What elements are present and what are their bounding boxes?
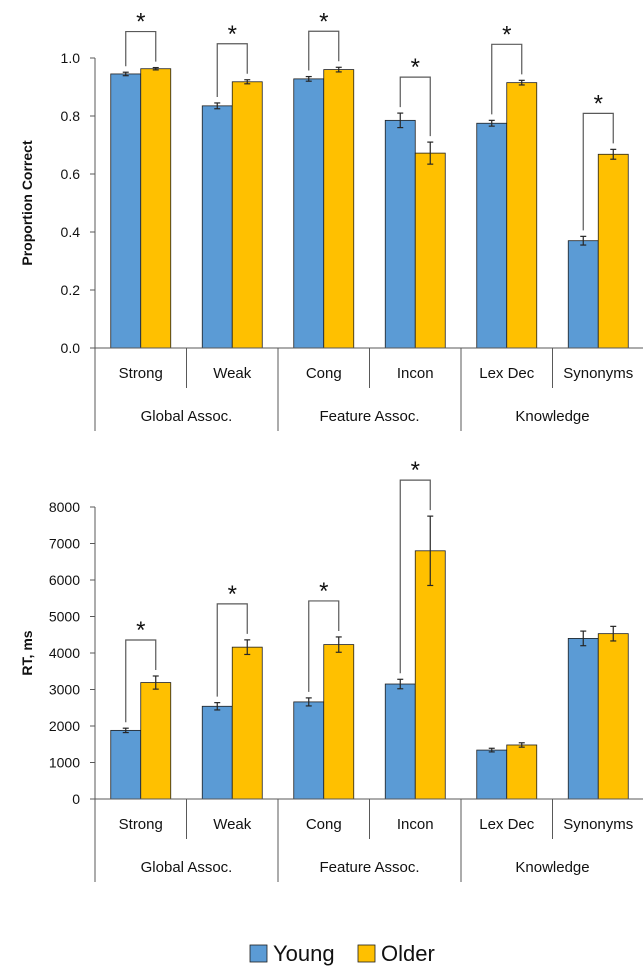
young-bar bbox=[293, 78, 325, 349]
y-tick-label: 0.6 bbox=[61, 166, 81, 182]
young-bar bbox=[110, 73, 142, 349]
older-bar bbox=[597, 153, 629, 349]
accuracy-chart: Proportion Correct 0.0 0.2 0.4 0.6 0.8 1.0 * * * *… bbox=[19, 8, 643, 431]
y-tick-label: 0.0 bbox=[61, 340, 81, 356]
x-category-label: Strong bbox=[119, 365, 163, 382]
significance-bracket bbox=[399, 479, 431, 674]
x-category-label: Strong bbox=[119, 816, 163, 833]
significance-star: * bbox=[228, 581, 237, 608]
legend-swatch-young bbox=[249, 944, 268, 963]
significance-bracket bbox=[308, 600, 340, 692]
x-category-label: Lex Dec bbox=[479, 365, 535, 382]
y-tick-label: 0 bbox=[72, 791, 80, 807]
young-bar bbox=[201, 105, 233, 349]
legend-label-young: Young bbox=[273, 941, 335, 966]
young-bar bbox=[476, 749, 508, 800]
significance-star: * bbox=[319, 8, 328, 35]
y-axis-title: Proportion Correct bbox=[19, 140, 35, 266]
significance-star: * bbox=[411, 54, 420, 81]
older-bar bbox=[414, 550, 446, 800]
x-category-label: Incon bbox=[397, 816, 434, 833]
y-tick-label: 1.0 bbox=[61, 50, 81, 66]
young-bar bbox=[293, 701, 325, 800]
young-bar bbox=[110, 729, 142, 800]
legend: Young Older bbox=[249, 941, 435, 966]
y-tick-label: 2000 bbox=[49, 718, 80, 734]
y-tick-label: 4000 bbox=[49, 645, 80, 661]
significance-star: * bbox=[136, 617, 145, 644]
x-category-label: Weak bbox=[213, 365, 252, 382]
significance-star: * bbox=[136, 9, 145, 36]
significance-star: * bbox=[319, 578, 328, 605]
significance-bracket bbox=[399, 76, 431, 137]
y-tick-label: 0.4 bbox=[61, 224, 81, 240]
significance-bracket bbox=[582, 112, 614, 231]
rt-chart: RT, ms 0 1000 2000 3000 4000 5000 6000 7000 8000 *… bbox=[19, 457, 643, 882]
y-tick-label: 6000 bbox=[49, 572, 80, 588]
y-tick-label: 8000 bbox=[49, 499, 80, 515]
x-category-label: Incon bbox=[397, 365, 434, 382]
older-bar bbox=[231, 81, 263, 349]
older-bar bbox=[597, 633, 629, 800]
significance-star: * bbox=[594, 90, 603, 117]
older-bar bbox=[506, 744, 538, 800]
y-tick-label: 0.2 bbox=[61, 282, 81, 298]
young-bar bbox=[384, 683, 416, 800]
significance-bracket bbox=[216, 43, 248, 97]
y-tick-label: 3000 bbox=[49, 682, 80, 698]
significance-bracket bbox=[308, 30, 340, 71]
young-bar bbox=[201, 705, 233, 800]
young-bar bbox=[384, 119, 416, 349]
legend-swatch-older bbox=[357, 944, 376, 963]
older-bar bbox=[140, 68, 172, 349]
y-tick-label: 0.8 bbox=[61, 108, 81, 124]
x-group-label: Knowledge bbox=[515, 408, 589, 425]
young-bar bbox=[567, 638, 599, 800]
x-category-label: Synonyms bbox=[563, 816, 633, 833]
significance-bracket bbox=[491, 43, 523, 115]
significance-bracket bbox=[125, 639, 157, 723]
y-tick-label: 7000 bbox=[49, 536, 80, 552]
older-bar bbox=[323, 69, 355, 349]
older-bar bbox=[414, 152, 446, 349]
significance-bracket bbox=[125, 30, 157, 67]
significance-star: * bbox=[502, 21, 511, 48]
y-tick-label: 1000 bbox=[49, 755, 80, 771]
y-tick-label: 5000 bbox=[49, 609, 80, 625]
significance-star: * bbox=[411, 457, 420, 484]
significance-star: * bbox=[228, 21, 237, 48]
older-bar bbox=[231, 646, 263, 800]
x-category-label: Weak bbox=[213, 816, 252, 833]
older-bar bbox=[506, 82, 538, 349]
significance-bracket bbox=[216, 603, 248, 697]
x-category-label: Cong bbox=[306, 816, 342, 833]
x-group-label: Feature Assoc. bbox=[319, 408, 419, 425]
young-bar bbox=[476, 122, 508, 349]
x-category-label: Cong bbox=[306, 365, 342, 382]
older-bar bbox=[140, 682, 172, 800]
young-bar bbox=[567, 240, 599, 349]
x-group-label: Feature Assoc. bbox=[319, 859, 419, 876]
x-group-label: Global Assoc. bbox=[141, 859, 233, 876]
x-category-label: Lex Dec bbox=[479, 816, 535, 833]
x-group-label: Knowledge bbox=[515, 859, 589, 876]
x-category-label: Synonyms bbox=[563, 365, 633, 382]
y-axis-title: RT, ms bbox=[19, 630, 35, 675]
older-bar bbox=[323, 644, 355, 800]
x-group-label: Global Assoc. bbox=[141, 408, 233, 425]
legend-label-older: Older bbox=[381, 941, 435, 966]
